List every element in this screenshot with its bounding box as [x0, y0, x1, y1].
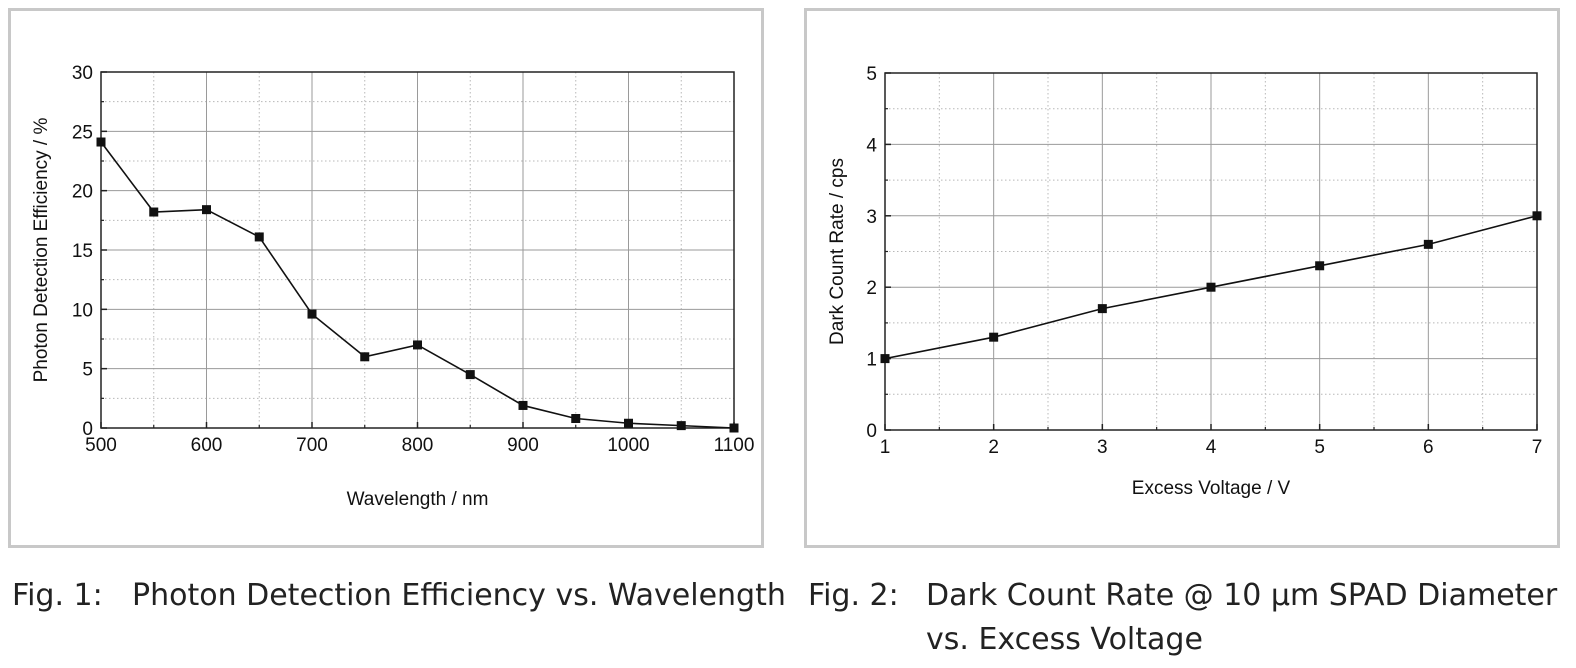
- data-point-marker: [307, 309, 317, 319]
- y-tick-label: 30: [72, 63, 93, 84]
- x-tick-label: 5: [1314, 437, 1325, 458]
- data-point-marker: [1423, 239, 1433, 249]
- y-axis-label: Photon Detection Efficiency / %: [31, 118, 52, 383]
- x-tick-label: 2: [988, 437, 999, 458]
- y-tick-label: 5: [866, 64, 877, 85]
- x-tick-label: 500: [85, 435, 117, 456]
- x-axis-label: Wavelength / nm: [347, 489, 489, 510]
- data-point-marker: [571, 414, 581, 424]
- data-point-marker: [413, 340, 422, 350]
- data-point-marker: [96, 137, 106, 147]
- y-tick-label: 25: [72, 122, 93, 143]
- x-tick-label: 1000: [607, 435, 649, 456]
- figure-2-title-continuation: vs. Excess Voltage: [926, 622, 1203, 657]
- data-point-marker: [624, 418, 633, 428]
- figure-2-caption: Fig. 2: Dark Count Rate @ 10 µm SPAD Diam…: [808, 574, 1557, 662]
- figure-2-number: Fig. 2:: [808, 578, 899, 613]
- y-tick-label: 10: [72, 300, 93, 321]
- data-point-marker: [1532, 211, 1542, 221]
- y-tick-label: 2: [866, 278, 877, 299]
- chart-panel-1: 500 600 700 800 900 1000 1100 0 5 10 15 20 25 30 Wavel…: [8, 8, 764, 548]
- x-tick-label: 3: [1097, 437, 1108, 458]
- figure-1-number: Fig. 1:: [12, 578, 103, 613]
- data-point-marker: [518, 400, 528, 410]
- x-tick-label: 6: [1423, 437, 1434, 458]
- y-tick-label: 3: [866, 207, 877, 228]
- data-point-marker: [254, 232, 264, 242]
- data-point-marker: [676, 421, 686, 431]
- x-tick-label: 1: [880, 437, 891, 458]
- data-point-marker: [360, 352, 370, 362]
- y-tick-label: 0: [82, 419, 93, 440]
- x-tick-label: 1100: [714, 435, 755, 456]
- data-point-marker: [1315, 261, 1325, 271]
- y-tick-label: 15: [72, 241, 93, 262]
- data-point-marker: [149, 207, 159, 217]
- x-tick-label: 800: [402, 435, 434, 456]
- x-axis-label: Excess Voltage / V: [1132, 478, 1291, 499]
- x-tick-label: 600: [191, 435, 223, 456]
- y-axis-label: Dark Count Rate / cps: [827, 158, 848, 345]
- data-point-marker: [1206, 282, 1216, 292]
- y-tick-label: 1: [866, 350, 877, 371]
- data-point-marker: [1097, 304, 1107, 314]
- data-point-marker: [729, 423, 739, 433]
- data-point-marker: [880, 354, 890, 364]
- y-tick-label: 20: [72, 182, 93, 203]
- data-point-marker: [202, 205, 211, 215]
- data-point-marker: [989, 332, 999, 342]
- figure-2-title: Dark Count Rate @ 10 µm SPAD Diameter: [926, 578, 1558, 613]
- figure-1-title: Photon Detection Efficiency vs. Waveleng…: [132, 578, 786, 613]
- x-tick-label: 4: [1206, 437, 1217, 458]
- figure-1-caption: Fig. 1: Photon Detection Efficiency vs. W…: [12, 574, 786, 618]
- y-tick-label: 5: [82, 360, 93, 381]
- x-tick-label: 7: [1532, 437, 1543, 458]
- x-tick-label: 700: [296, 435, 328, 456]
- chart-panel-2: 1 2 3 4 5 6 7 0 1 2 3 4 5 Excess Voltage / V Dark Coun…: [804, 8, 1560, 548]
- x-tick-label: 900: [507, 435, 539, 456]
- y-tick-label: 0: [866, 421, 877, 442]
- pde-vs-wavelength-chart: 500 600 700 800 900 1000 1100 0 5 10 15 20 25 30 Wavel…: [31, 63, 755, 510]
- y-tick-label: 4: [866, 135, 877, 156]
- data-point-marker: [465, 370, 475, 380]
